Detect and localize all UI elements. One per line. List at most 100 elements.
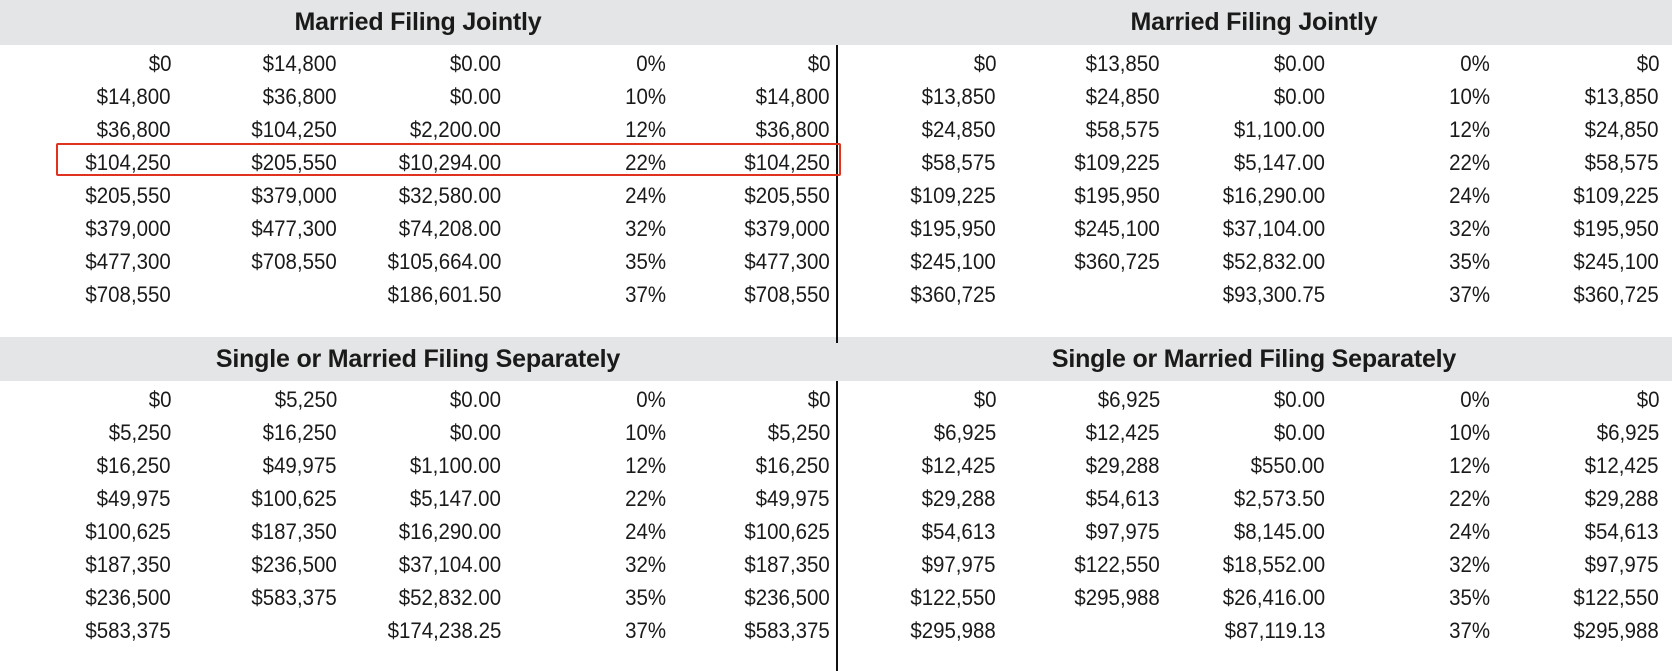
table-row: $0 $6,925 $0.00 0% $0: [836, 384, 1672, 417]
excess-over: $109,225: [1573, 183, 1659, 208]
bracket-to: $12,425: [1086, 420, 1160, 445]
bracket-from: $0: [973, 387, 996, 412]
bracket-from: $100,625: [85, 519, 171, 544]
bracket-to: $104,250: [251, 117, 337, 142]
bracket-to: $195,950: [1074, 183, 1160, 208]
excess-over: $708,550: [744, 282, 830, 307]
table-row: $0 $14,800 $0.00 0% $0: [0, 48, 836, 81]
base-tax: $2,200.00: [409, 117, 501, 142]
bracket-to: $36,800: [263, 84, 337, 109]
bracket-from: $379,000: [85, 216, 171, 241]
bracket-to: $29,288: [1086, 453, 1160, 478]
bracket-from: $12,425: [922, 453, 996, 478]
excess-over: $0: [1636, 51, 1659, 76]
bracket-from: $187,350: [85, 552, 171, 577]
base-tax: $26,416.00: [1222, 585, 1325, 610]
base-tax: $0.00: [1273, 84, 1325, 109]
table-row: $100,625 $187,350 $16,290.00 24% $100,625: [0, 516, 836, 549]
tax-rate: 24%: [625, 183, 666, 208]
table-row: $58,575 $109,225 $5,147.00 22% $58,575: [836, 147, 1672, 180]
bracket-from: $205,550: [85, 183, 171, 208]
bracket-from: $708,550: [85, 282, 171, 307]
bracket-to: $236,500: [251, 552, 337, 577]
base-tax: $0.00: [449, 387, 501, 412]
base-tax: $18,552.00: [1222, 552, 1325, 577]
bracket-to: $49,975: [263, 453, 337, 478]
table-row: $245,100 $360,725 $52,832.00 35% $245,100: [836, 246, 1672, 279]
table-row: $13,850 $24,850 $0.00 10% $13,850: [836, 81, 1672, 114]
base-tax: $16,290.00: [1222, 183, 1325, 208]
excess-over: $205,550: [744, 183, 830, 208]
excess-over: $360,725: [1573, 282, 1659, 307]
tax-rate: 12%: [1449, 117, 1490, 142]
bracket-from: $109,225: [910, 183, 996, 208]
base-tax: $0.00: [1273, 387, 1325, 412]
excess-over: $0: [807, 387, 830, 412]
tax-rate: 12%: [625, 117, 666, 142]
bracket-to: $708,550: [251, 249, 337, 274]
base-tax: $8,145.00: [1233, 519, 1325, 544]
tax-rate: 24%: [1449, 183, 1490, 208]
bracket-table: $0 $6,925 $0.00 0% $0 $6,925 $12,425 $0.00 10% $…: [836, 381, 1672, 648]
table-row: $12,425 $29,288 $550.00 12% $12,425: [836, 450, 1672, 483]
column-divider-bottom: [836, 381, 838, 671]
excess-over: $104,250: [744, 150, 830, 175]
bracket-from: $0: [148, 387, 171, 412]
base-tax: $0.00: [449, 51, 501, 76]
excess-over: $13,850: [1585, 84, 1659, 109]
table-row: $0 $13,850 $0.00 0% $0: [836, 48, 1672, 81]
excess-over: $295,988: [1573, 618, 1659, 643]
base-tax: $105,664.00: [387, 249, 501, 274]
base-tax: $5,147.00: [409, 486, 501, 511]
table-row: $29,288 $54,613 $2,573.50 22% $29,288: [836, 483, 1672, 516]
bracket-table: $0 $14,800 $0.00 0% $0 $14,800 $36,800 $0.00 10…: [0, 45, 836, 312]
table-row: $187,350 $236,500 $37,104.00 32% $187,350: [0, 549, 836, 582]
base-tax: $16,290.00: [398, 519, 501, 544]
base-tax: $550.00: [1251, 453, 1325, 478]
section-title: Single or Married Filing Separately: [0, 337, 836, 381]
excess-over: $0: [807, 51, 830, 76]
bracket-from: $6,925: [933, 420, 996, 445]
tax-rate: 37%: [1449, 618, 1490, 643]
base-tax: $52,832.00: [1222, 249, 1325, 274]
tax-rate: 22%: [625, 150, 666, 175]
bracket-from: $14,800: [97, 84, 171, 109]
base-tax: $87,119.13: [1224, 618, 1325, 643]
base-tax: $2,573.50: [1233, 486, 1325, 511]
table-row: $583,375 $174,238.25 37% $583,375: [0, 615, 836, 648]
excess-over: $36,800: [756, 117, 830, 142]
bracket-to: $245,100: [1074, 216, 1160, 241]
table-row: $708,550 $186,601.50 37% $708,550: [0, 279, 836, 312]
base-tax: $0.00: [1273, 420, 1325, 445]
table-row: $295,988 $87,119.13 37% $295,988: [836, 615, 1672, 648]
bracket-to: $24,850: [1086, 84, 1160, 109]
excess-over: $97,975: [1585, 552, 1659, 577]
bracket-to: $109,225: [1074, 150, 1160, 175]
tax-rate: 0%: [1460, 387, 1490, 412]
bracket-to: $477,300: [251, 216, 337, 241]
tax-rate: 35%: [1449, 249, 1490, 274]
table-row: $97,975 $122,550 $18,552.00 32% $97,975: [836, 549, 1672, 582]
tax-rate: 12%: [625, 453, 666, 478]
base-tax: $32,580.00: [398, 183, 501, 208]
tax-rate: 10%: [1449, 84, 1490, 109]
excess-over: $24,850: [1585, 117, 1659, 142]
tax-rate: 10%: [1449, 420, 1490, 445]
bracket-from: $16,250: [97, 453, 171, 478]
column-divider-top: [836, 45, 838, 343]
tax-rate: 32%: [1449, 552, 1490, 577]
bracket-from: $0: [973, 51, 996, 76]
section-title: Married Filing Jointly: [836, 0, 1672, 45]
bracket-to: $379,000: [251, 183, 337, 208]
excess-over: $195,950: [1573, 216, 1659, 241]
excess-over: $122,550: [1573, 585, 1659, 610]
table-row: $0 $5,250 $0.00 0% $0: [0, 384, 836, 417]
excess-over: $100,625: [744, 519, 830, 544]
tax-rate: 10%: [625, 420, 666, 445]
bracket-from: $360,725: [910, 282, 996, 307]
base-tax: $1,100.00: [1233, 117, 1325, 142]
excess-over: $236,500: [744, 585, 830, 610]
bracket-to: $583,375: [251, 585, 337, 610]
table-row: $5,250 $16,250 $0.00 10% $5,250: [0, 417, 836, 450]
panel-single-separately-right: Single or Married Filing Separately $0 $6…: [836, 337, 1672, 648]
